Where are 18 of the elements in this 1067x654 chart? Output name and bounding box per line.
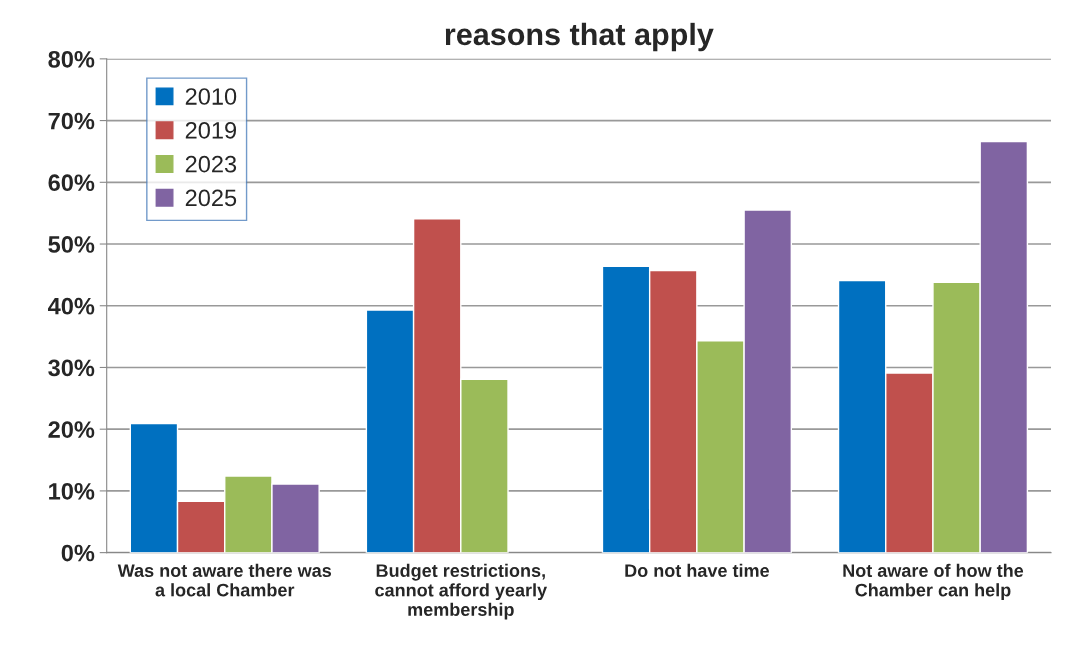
- x-tick-label: Do not have time: [625, 563, 770, 577]
- legend-label: 2025: [185, 189, 237, 207]
- legend-label: 2010: [185, 88, 237, 105]
- x-tick-label: Budget restrictions, cannot afford yearly membership: [375, 563, 548, 620]
- legend-label: 2019: [185, 121, 237, 139]
- x-tick-label: Was not aware there was a local Chamber: [117, 563, 332, 597]
- y-tick-label: 80%: [48, 50, 95, 68]
- y-tick-label: 60%: [48, 174, 95, 192]
- y-tick-label: 40%: [48, 297, 95, 315]
- chart-title: reasons that apply: [445, 22, 714, 52]
- x-tick-label: Not aware of how the Chamber can help: [843, 563, 1024, 601]
- y-tick-label: 70%: [48, 112, 95, 130]
- y-tick-label: 50%: [48, 236, 95, 253]
- legend-label: 2023: [185, 155, 237, 173]
- y-tick-label: 0%: [61, 544, 95, 562]
- y-tick-label: 20%: [48, 421, 95, 438]
- y-tick-label: 30%: [48, 359, 95, 377]
- y-tick-label: 10%: [49, 482, 95, 500]
